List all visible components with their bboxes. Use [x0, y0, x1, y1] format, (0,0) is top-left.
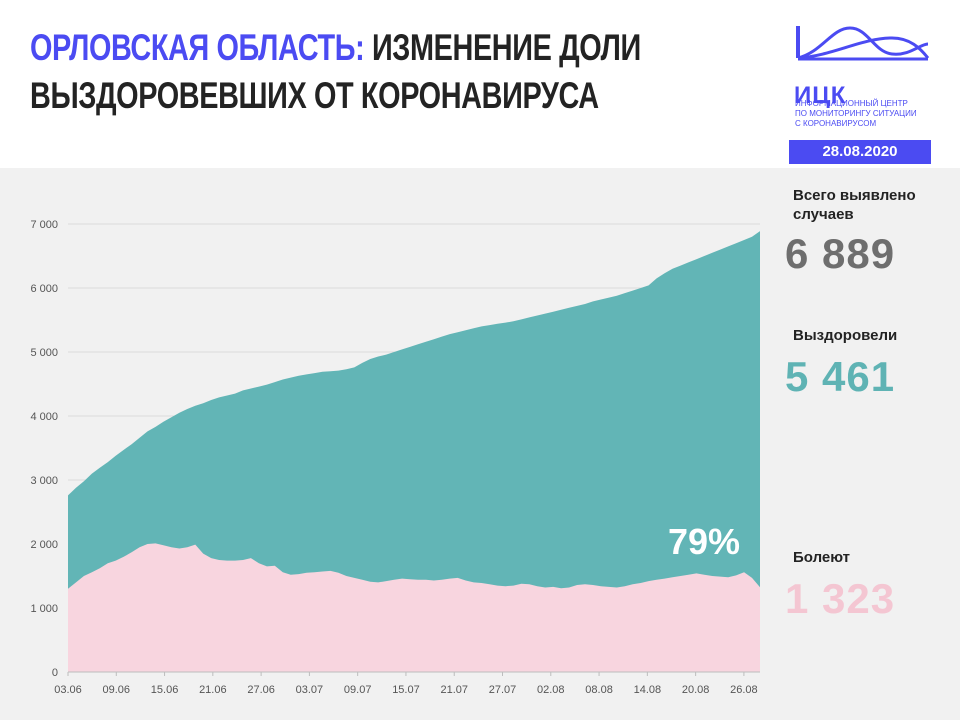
y-tick-label: 7 000 — [30, 219, 58, 231]
page-title: ОРЛОВСКАЯ ОБЛАСТЬ: ИЗМЕНЕНИЕ ДОЛИ ВЫЗДОРО… — [30, 24, 641, 120]
total-cases-value: 6 889 — [785, 230, 896, 277]
title-line2: ВЫЗДОРОВЕВШИХ ОТ КОРОНАВИРУСА — [30, 75, 599, 116]
header: ОРЛОВСКАЯ ОБЛАСТЬ: ИЗМЕНЕНИЕ ДОЛИ ВЫЗДОРО… — [0, 0, 960, 168]
chart-panel: 0 1 000 2 000 3 000 4 000 5 000 6 000 7 000 03.… — [0, 168, 960, 720]
x-tick-label: 20.08 — [682, 684, 710, 696]
x-tick-label: 09.06 — [103, 684, 131, 696]
title-region: ОРЛОВСКАЯ ОБЛАСТЬ: — [30, 27, 365, 68]
x-tick-label: 21.06 — [199, 684, 227, 696]
x-tick-label: 14.08 — [634, 684, 662, 696]
logo-subtitle-line: ИНФОРМАЦИОННЫЙ ЦЕНТР — [795, 99, 908, 108]
y-tick-label: 1 000 — [30, 603, 58, 615]
y-tick-label: 6 000 — [30, 283, 58, 295]
x-tick-label: 27.07 — [489, 684, 517, 696]
logo-subtitle: ИНФОРМАЦИОННЫЙ ЦЕНТР ПО МОНИТОРИНГУ СИТУ… — [795, 99, 945, 129]
sick-label: Болеют — [793, 549, 851, 566]
sick-area — [68, 543, 760, 672]
x-tick-label: 08.08 — [585, 684, 613, 696]
x-tick-label: 26.08 — [730, 684, 758, 696]
y-tick-label: 2 000 — [30, 539, 58, 551]
total-cases-label-line: случаев — [793, 206, 854, 223]
x-axis-labels: 03.06 09.06 15.06 21.06 27.06 03.07 09.07 15.07… — [54, 672, 758, 696]
recovered-label: Выздоровели — [793, 327, 898, 344]
x-tick-label: 03.07 — [296, 684, 324, 696]
area-chart: 0 1 000 2 000 3 000 4 000 5 000 6 000 7 000 03.… — [30, 219, 760, 696]
date-badge: 28.08.2020 — [789, 140, 931, 164]
x-tick-label: 21.07 — [440, 684, 468, 696]
logo-mark-icon — [796, 26, 930, 61]
x-tick-label: 15.06 — [151, 684, 179, 696]
recovered-share-label: 79% — [668, 521, 741, 562]
sick-value: 1 323 — [785, 575, 896, 622]
y-tick-label: 3 000 — [30, 475, 58, 487]
x-tick-label: 09.07 — [344, 684, 372, 696]
y-tick-label: 5 000 — [30, 347, 58, 359]
title-line1-rest: ИЗМЕНЕНИЕ ДОЛИ — [364, 27, 641, 68]
logo-subtitle-line: С КОРОНАВИРУСОМ — [795, 119, 877, 128]
x-tick-label: 03.06 — [54, 684, 82, 696]
y-tick-label: 4 000 — [30, 411, 58, 423]
logo-name: ИЦК — [794, 82, 847, 109]
recovered-value: 5 461 — [785, 353, 896, 400]
y-axis-labels: 0 1 000 2 000 3 000 4 000 5 000 6 000 7 000 — [30, 219, 58, 679]
y-tick-label: 0 — [52, 667, 58, 679]
x-tick-label: 02.08 — [537, 684, 565, 696]
total-cases-label: Всего выявлено случаев — [793, 186, 943, 224]
x-tick-label: 15.07 — [392, 684, 420, 696]
x-tick-label: 27.06 — [247, 684, 275, 696]
logo-subtitle-line: ПО МОНИТОРИНГУ СИТУАЦИИ — [795, 109, 917, 118]
total-cases-label-line: Всего выявлено — [793, 187, 916, 204]
